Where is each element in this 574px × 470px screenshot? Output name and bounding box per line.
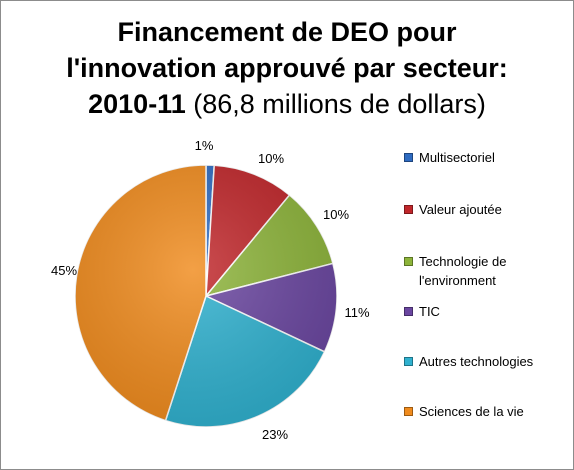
- legend-item-tic: TIC: [404, 302, 569, 321]
- slice-label-1: 1%: [195, 138, 214, 153]
- slice-label-2: 10%: [258, 151, 284, 166]
- title-amount: (86,8 millions de dollars): [193, 89, 486, 119]
- title-line-1: Financement de DEO pour: [117, 17, 457, 47]
- legend-item-multisectoriel: Multisectoriel: [404, 148, 569, 167]
- legend-swatch: [404, 357, 413, 366]
- title-line-3: 2010-11 (86,8 millions de dollars): [0, 86, 574, 122]
- legend-item-technologie-environment: Technologie de l'environment: [404, 252, 569, 290]
- title-line-2: l'innovation approuvé par secteur:: [66, 53, 508, 83]
- legend-swatch: [404, 407, 413, 416]
- legend-label: TIC: [419, 304, 440, 319]
- chart-title: Financement de DEO pour l'innovation app…: [0, 14, 574, 122]
- legend-item-sciences-de-la-vie: Sciences de la vie: [404, 402, 569, 421]
- legend-label: Autres technologies: [419, 354, 534, 369]
- slice-label-5: 23%: [262, 427, 288, 442]
- legend-label: Valeur ajoutée: [419, 202, 502, 217]
- legend-label: Sciences de la vie: [419, 404, 524, 419]
- legend-swatch: [404, 307, 413, 316]
- legend-swatch: [404, 257, 413, 266]
- legend-item-autres-technologies: Autres technologies: [404, 352, 569, 371]
- legend-item-valeur-ajoutee: Valeur ajoutée: [404, 200, 569, 219]
- legend-label: Technologie de l'environment: [419, 254, 507, 288]
- slice-label-6: 45%: [51, 263, 77, 278]
- legend-swatch: [404, 205, 413, 214]
- slice-label-3: 10%: [323, 207, 349, 222]
- pie-labels: 1% 10% 10% 11% 23% 45%: [51, 138, 370, 442]
- legend-swatch: [404, 153, 413, 162]
- title-year: 2010-11: [88, 89, 186, 119]
- pie-slices: [74, 164, 338, 428]
- slice-label-4: 11%: [344, 305, 369, 320]
- legend-label: Multisectoriel: [419, 150, 495, 165]
